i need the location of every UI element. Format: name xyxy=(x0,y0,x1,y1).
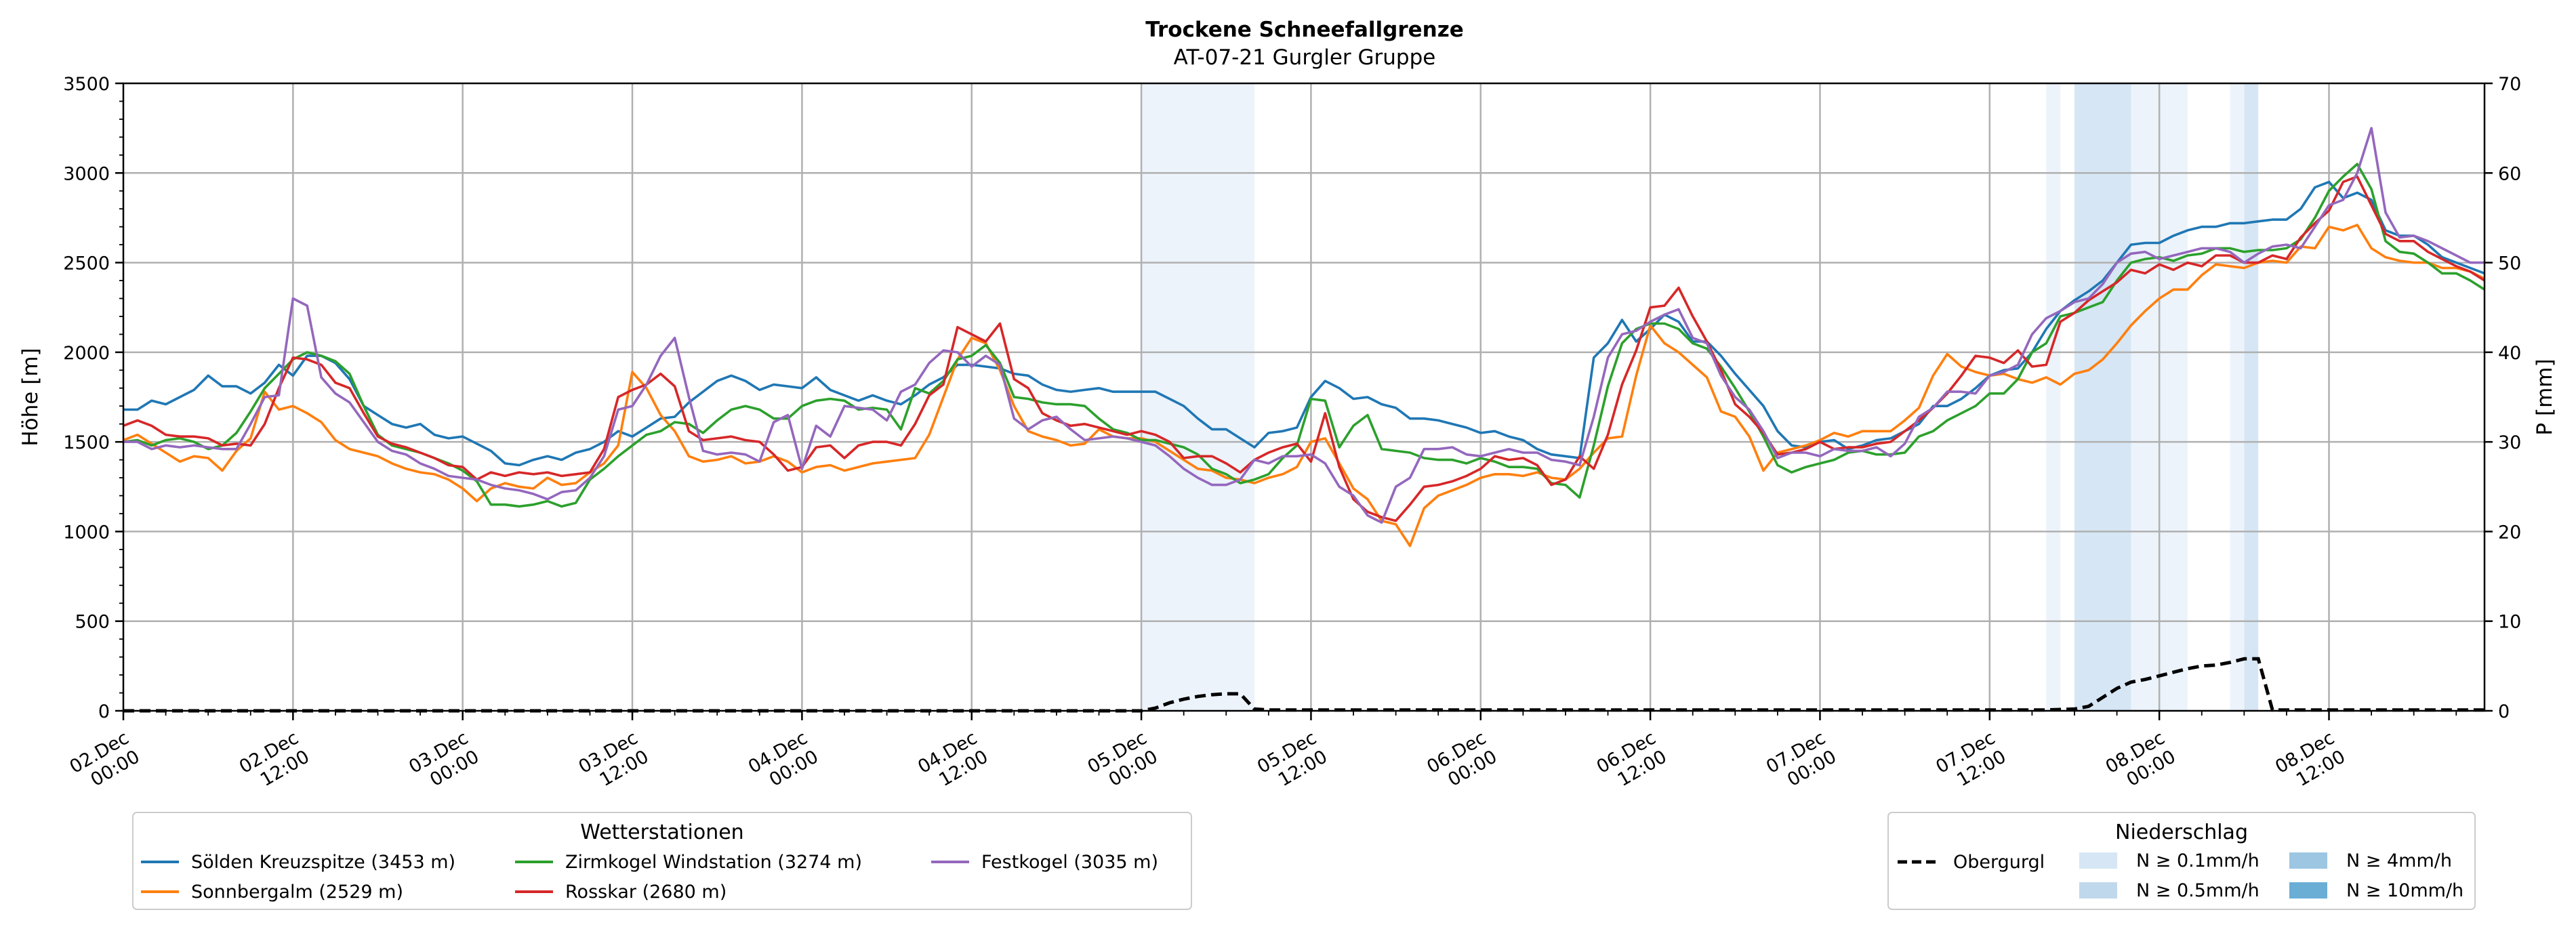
y2-tick-label-1: 10 xyxy=(2498,612,2521,633)
y2-tick-label-6: 60 xyxy=(2498,163,2521,184)
precip-band-2 xyxy=(2074,83,2131,711)
legend-precip-swatch-2 xyxy=(2289,852,2327,869)
y-tick-label-1: 500 xyxy=(75,612,110,633)
legend-label-1: Sonnbergalm (2529 m) xyxy=(191,882,403,903)
y-tick-label-5: 2500 xyxy=(63,253,110,274)
legend-precip-title: Niederschlag xyxy=(2115,821,2248,844)
legend-obergurgl-label: Obergurgl xyxy=(1953,852,2045,873)
series-line-2 xyxy=(123,163,2485,508)
series-line-3 xyxy=(123,175,2485,522)
legend-precipitation: Niederschlag Obergurgl N ≥ 0.1mm/h N ≥ 0.… xyxy=(1887,812,2476,910)
chart-subtitle: AT-07-21 Gurgler Gruppe xyxy=(1174,45,1436,70)
legend-label-2: Zirmkogel Windstation (3274 m) xyxy=(565,852,862,873)
series-lines xyxy=(123,127,2485,548)
y-tick-label-0: 0 xyxy=(98,701,110,722)
y2-tick-label-3: 30 xyxy=(2498,432,2521,453)
y2-tick-label-2: 20 xyxy=(2498,522,2521,543)
legend-precip-label-0: N ≥ 0.1mm/h xyxy=(2136,850,2260,871)
y2-axis-label: P [mm] xyxy=(2533,358,2557,435)
legend-stations: Wetterstationen Sölden Kreuzspitze (3453… xyxy=(132,812,1192,910)
legend-precip-label-2: N ≥ 4mm/h xyxy=(2346,850,2452,871)
legend-precip-label-3: N ≥ 10mm/h xyxy=(2346,880,2463,901)
precipitation-line-layer xyxy=(123,657,2485,713)
series-line-obergurgl xyxy=(123,657,2485,713)
precip-band-0 xyxy=(1141,83,1254,711)
series-line-0 xyxy=(123,180,2485,467)
legend-precip-swatch-3 xyxy=(2289,882,2327,899)
y2-tick-label-5: 50 xyxy=(2498,253,2521,274)
y-axis-ticks: 0 500 1000 1500 2000 2500 3000 3500 xyxy=(63,74,123,722)
legend-label-4: Festkogel (3035 m) xyxy=(981,852,1158,873)
y2-tick-label-0: 0 xyxy=(2498,701,2510,722)
y2-axis-ticks: 0 10 20 30 40 50 60 70 xyxy=(2485,74,2521,722)
series-line-4 xyxy=(123,127,2485,524)
y-axis-label: Höhe [m] xyxy=(18,348,43,446)
y2-tick-label-4: 40 xyxy=(2498,343,2521,364)
y-tick-label-4: 2000 xyxy=(63,343,110,364)
y-tick-label-7: 3500 xyxy=(63,74,110,95)
y-tick-label-2: 1000 xyxy=(63,522,110,543)
precipitation-bands xyxy=(1141,83,2259,711)
precip-band-1 xyxy=(2046,83,2061,711)
grid-lines xyxy=(123,83,2485,711)
precip-band-4 xyxy=(2230,83,2245,711)
legend-precip-swatch-1 xyxy=(2079,882,2117,899)
legend-label-3: Rosskar (2680 m) xyxy=(565,882,727,903)
legend-precip-swatch-0 xyxy=(2079,852,2117,869)
legend-precip-frame xyxy=(1887,812,2476,910)
chart-title: Trockene Schneefallgrenze xyxy=(1145,18,1464,42)
plot-frame xyxy=(122,82,2486,712)
y-tick-label-3: 1500 xyxy=(63,432,110,453)
legend-stations-title: Wetterstationen xyxy=(580,821,743,844)
legend-stations-frame xyxy=(132,812,1192,910)
precip-band-5 xyxy=(2244,83,2259,711)
y-tick-label-6: 3000 xyxy=(63,163,110,184)
legend-label-0: Sölden Kreuzspitze (3453 m) xyxy=(191,852,455,873)
y2-tick-label-7: 70 xyxy=(2498,74,2521,95)
legend-precip-label-1: N ≥ 0.5mm/h xyxy=(2136,880,2260,901)
